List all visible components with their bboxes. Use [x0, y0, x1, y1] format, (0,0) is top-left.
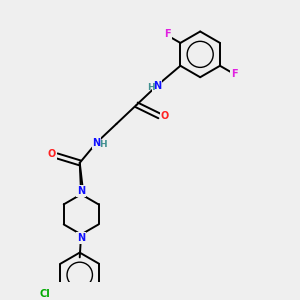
Text: H: H	[99, 140, 106, 149]
Text: H: H	[147, 83, 154, 92]
Text: O: O	[48, 149, 56, 160]
Text: N: N	[92, 138, 101, 148]
Text: N: N	[77, 233, 85, 243]
Text: F: F	[231, 69, 237, 80]
Text: O: O	[160, 111, 169, 121]
Text: N: N	[77, 186, 85, 196]
Text: Cl: Cl	[39, 290, 50, 299]
Text: F: F	[164, 29, 171, 39]
Text: N: N	[153, 81, 161, 91]
